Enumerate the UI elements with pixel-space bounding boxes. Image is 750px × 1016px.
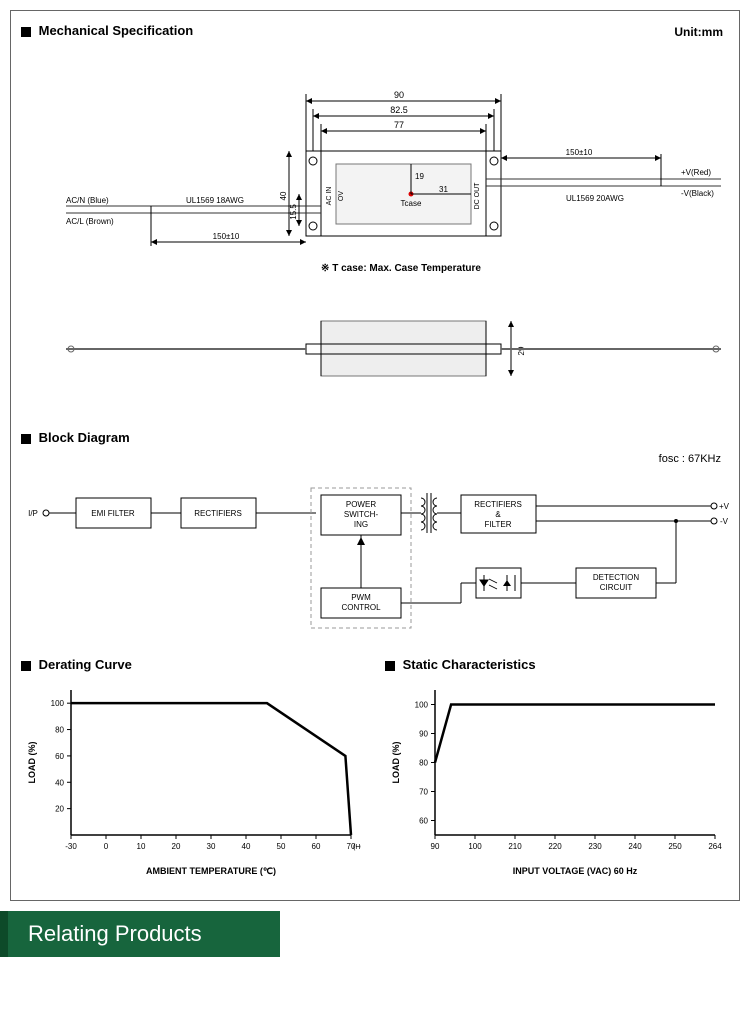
svg-text:264: 264: [708, 842, 722, 851]
svg-text:80: 80: [55, 726, 64, 735]
rect2-label1: RECTIFIERS: [474, 500, 522, 509]
derating-title: Derating Curve: [21, 657, 365, 672]
pwm-label2: CONTROL: [341, 603, 381, 612]
static-title-text: Static Characteristics: [403, 657, 536, 672]
pwm-label1: PWM: [351, 593, 371, 602]
svg-text:-30: -30: [65, 842, 77, 851]
power-label2: SWITCH-: [344, 510, 379, 519]
svg-text:100: 100: [51, 699, 65, 708]
svg-text:100: 100: [415, 701, 429, 710]
tcase-label: Tcase: [401, 199, 422, 208]
dc-out-label: DC OUT: [474, 182, 481, 210]
svg-text:INPUT VOLTAGE (VAC) 60 Hz: INPUT VOLTAGE (VAC) 60 Hz: [513, 866, 638, 876]
svg-text:(HORIZONTAL): (HORIZONTAL): [353, 844, 361, 851]
svg-text:20: 20: [55, 805, 64, 814]
acl-label: AC/L (Brown): [66, 217, 114, 226]
svg-text:250: 250: [668, 842, 682, 851]
svg-text:60: 60: [55, 752, 64, 761]
spec-container: Mechanical Specification Unit:mm 90 82.5…: [10, 10, 740, 901]
svg-text:AMBIENT TEMPERATURE (℃): AMBIENT TEMPERATURE (℃): [146, 866, 276, 876]
unit-label: Unit:mm: [674, 25, 723, 39]
relating-text: Relating Products: [28, 921, 202, 946]
svg-text:50: 50: [277, 842, 286, 851]
svg-text:40: 40: [55, 778, 64, 787]
svg-text:LOAD (%): LOAD (%): [27, 742, 37, 784]
ov-label: OV: [338, 191, 345, 201]
rect2-label3: FILTER: [485, 520, 512, 529]
bullet-icon: [385, 661, 395, 671]
power-label1: POWER: [346, 500, 376, 509]
mechanical-drawing: 90 82.5 77 Tcase: [21, 46, 731, 426]
ul-left: UL1569 18AWG: [186, 196, 244, 205]
svg-text:40: 40: [242, 842, 251, 851]
bullet-icon: [21, 434, 31, 444]
dim-19: 19: [415, 172, 424, 181]
svg-text:LOAD (%): LOAD (%): [391, 742, 401, 784]
dim-150l: 150±10: [213, 232, 240, 241]
svg-text:60: 60: [419, 817, 428, 826]
dim-40: 40: [279, 191, 288, 200]
dim-150r: 150±10: [566, 148, 593, 157]
relating-products-banner: Relating Products: [0, 911, 280, 957]
svg-text:0: 0: [104, 842, 109, 851]
block-title-text: Block Diagram: [39, 430, 130, 445]
svg-text:70: 70: [419, 788, 428, 797]
svg-text:90: 90: [419, 730, 428, 739]
rect1-label: RECTIFIERS: [194, 509, 242, 518]
vblk-label: -V(Black): [681, 189, 714, 198]
bullet-icon: [21, 27, 31, 37]
dim-77: 77: [394, 120, 404, 130]
svg-text:90: 90: [431, 842, 440, 851]
svg-text:240: 240: [628, 842, 642, 851]
dim-15-5: 15.5: [289, 204, 298, 220]
bullet-icon: [21, 661, 31, 671]
svg-text:210: 210: [508, 842, 522, 851]
dim-82-5: 82.5: [390, 105, 408, 115]
derating-col: Derating Curve 20 40 60 80 100 -30 0 10 20 30 40 50…: [21, 653, 365, 880]
svg-text:220: 220: [548, 842, 562, 851]
svg-text:230: 230: [588, 842, 602, 851]
mechanical-title: Mechanical Specification: [21, 23, 729, 38]
static-col: Static Characteristics 60 70 80 90 100 90 100 2…: [385, 653, 729, 880]
acn-label: AC/N (Blue): [66, 196, 109, 205]
tcase-note: ※ T case: Max. Case Temperature: [321, 263, 481, 274]
vm-label: -V: [720, 517, 729, 526]
vred-label: +V(Red): [681, 168, 711, 177]
power-label3: ING: [354, 520, 368, 529]
svg-text:20: 20: [172, 842, 181, 851]
dim-31: 31: [439, 185, 448, 194]
svg-text:30: 30: [207, 842, 216, 851]
derating-title-text: Derating Curve: [39, 657, 132, 672]
svg-text:10: 10: [137, 842, 146, 851]
svg-text:60: 60: [312, 842, 321, 851]
mechanical-title-text: Mechanical Specification: [39, 23, 194, 38]
emi-label: EMI FILTER: [91, 509, 135, 518]
dim-90: 90: [394, 90, 404, 100]
ul-right: UL1569 20AWG: [566, 194, 624, 203]
charts-row: Derating Curve 20 40 60 80 100 -30 0 10 20 30 40 50…: [21, 653, 729, 880]
rect2-label2: &: [495, 510, 501, 519]
block-title: Block Diagram: [21, 430, 729, 445]
svg-text:100: 100: [468, 842, 482, 851]
static-chart: 60 70 80 90 100 90 100 210 220 230 240 250 264 INPUT …: [385, 680, 725, 880]
fosc-label: fosc : 67KHz: [21, 453, 721, 465]
static-title: Static Characteristics: [385, 657, 729, 672]
derating-chart: 20406080100-30010203040506070AMBIENT TEM…: [21, 680, 361, 880]
ac-in-label: AC IN: [326, 187, 333, 206]
svg-text:80: 80: [419, 759, 428, 768]
dim-29: 29: [517, 346, 526, 355]
block-diagram: I/P EMI FILTER RECTIFIERS POWER SWITCH- …: [21, 473, 731, 643]
ip-label: I/P: [28, 509, 38, 518]
detect-label1: DETECTION: [593, 573, 639, 582]
vp-label: +V: [719, 502, 730, 511]
detect-label2: CIRCUIT: [600, 583, 633, 592]
